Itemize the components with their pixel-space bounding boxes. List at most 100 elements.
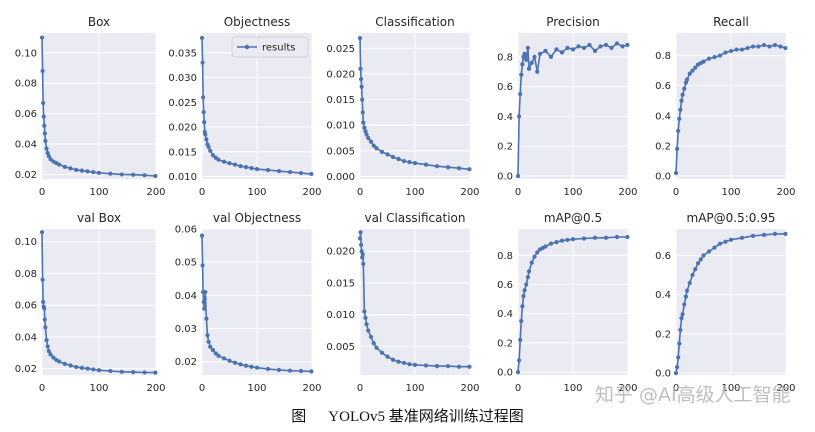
y-tick-label: 0.02: [15, 364, 37, 375]
data-point: [522, 51, 527, 56]
data-point: [43, 138, 48, 144]
x-tick-label: 200: [618, 187, 637, 198]
data-point: [526, 269, 532, 274]
chart-title: Classification: [375, 15, 454, 29]
data-point: [42, 306, 47, 311]
data-point: [592, 48, 598, 53]
data-point: [687, 71, 692, 76]
y-tick-label: 0.2: [497, 338, 513, 349]
data-point: [265, 366, 271, 372]
y-tick-label: 0.020: [326, 247, 355, 258]
data-point: [723, 50, 728, 55]
data-point: [45, 344, 50, 349]
data-point: [581, 45, 587, 50]
data-point: [745, 45, 750, 51]
data-point: [216, 353, 221, 358]
data-point: [131, 370, 136, 375]
data-point: [609, 45, 614, 50]
x-tick-label: 100: [721, 187, 740, 198]
data-point: [91, 367, 96, 372]
chart-panel: 0 100 200 0.000 0.005 0.010 0.015 0.020 0.025 Cla…: [326, 15, 479, 198]
data-point: [680, 312, 685, 317]
data-point: [701, 253, 706, 258]
data-point: [40, 68, 45, 74]
data-point: [238, 164, 243, 169]
x-tick-label: 0: [199, 383, 205, 394]
x-tick-label: 200: [460, 383, 479, 394]
y-tick-label: 0.015: [326, 278, 355, 289]
data-point: [519, 72, 524, 77]
data-point: [362, 309, 367, 314]
data-point: [423, 162, 429, 167]
data-point: [554, 47, 559, 52]
data-point: [208, 148, 213, 153]
chart-title: Objectness: [224, 15, 291, 29]
data-point: [213, 351, 218, 356]
data-point: [525, 45, 531, 50]
legend-label: results: [262, 43, 296, 54]
data-point: [678, 327, 683, 333]
data-point: [357, 36, 363, 41]
data-point: [559, 50, 565, 55]
data-point: [204, 316, 209, 321]
data-point: [79, 168, 84, 173]
data-point: [238, 362, 243, 367]
data-point: [543, 48, 548, 53]
data-point: [298, 368, 304, 374]
data-point: [723, 239, 728, 244]
data-point: [728, 48, 734, 54]
data-point: [756, 44, 761, 49]
x-tick-label: 100: [563, 383, 582, 394]
y-tick-label: 0.6: [655, 251, 671, 262]
data-point: [358, 66, 363, 71]
y-tick-label: 0.000: [326, 172, 355, 183]
data-point: [119, 369, 124, 374]
data-point: [96, 170, 102, 176]
chart-panel: 0 100 200 0.02 0.03 0.04 0.05 0.06 val Objectnes…: [175, 211, 322, 394]
data-point: [712, 54, 717, 60]
x-tick-label: 100: [405, 187, 424, 198]
data-point: [526, 66, 532, 71]
x-tick-label: 200: [302, 383, 321, 394]
caption-text: YOLOv5 基准网络训练过程图: [328, 409, 524, 425]
data-point: [364, 322, 369, 327]
data-point: [62, 361, 67, 366]
x-tick-label: 200: [302, 187, 321, 198]
data-point: [396, 156, 401, 162]
chart-title: mAP@0.5:0.95: [687, 211, 776, 225]
data-point: [532, 254, 537, 259]
data-point: [695, 261, 701, 266]
data-point: [309, 171, 314, 177]
data-point: [371, 341, 376, 346]
y-tick-label: 0.030: [168, 73, 197, 84]
data-point: [227, 161, 232, 166]
data-point: [614, 234, 620, 240]
data-point: [521, 294, 526, 299]
data-point: [119, 172, 124, 177]
data-point: [407, 159, 412, 165]
data-point: [401, 158, 407, 164]
data-point: [423, 363, 429, 368]
data-point: [445, 165, 451, 170]
data-point: [362, 125, 367, 130]
data-point: [360, 97, 365, 102]
data-point: [728, 237, 734, 242]
data-point: [698, 257, 703, 262]
x-tick-label: 100: [89, 383, 108, 394]
data-point: [603, 42, 609, 48]
x-tick-label: 100: [563, 187, 582, 198]
data-point: [524, 282, 529, 287]
data-point: [679, 316, 684, 321]
data-point: [678, 107, 683, 112]
y-tick-label: 0.025: [168, 98, 197, 109]
chart-panel: 0 100 200 0.010 0.015 0.020 0.025 0.030 0.035 Obj…: [168, 15, 321, 198]
data-point: [750, 44, 756, 49]
data-point: [682, 86, 687, 91]
data-point: [201, 110, 206, 115]
data-point: [108, 171, 113, 176]
data-point: [44, 146, 49, 151]
data-point: [772, 42, 778, 48]
data-point: [576, 44, 581, 49]
data-point: [682, 302, 687, 307]
